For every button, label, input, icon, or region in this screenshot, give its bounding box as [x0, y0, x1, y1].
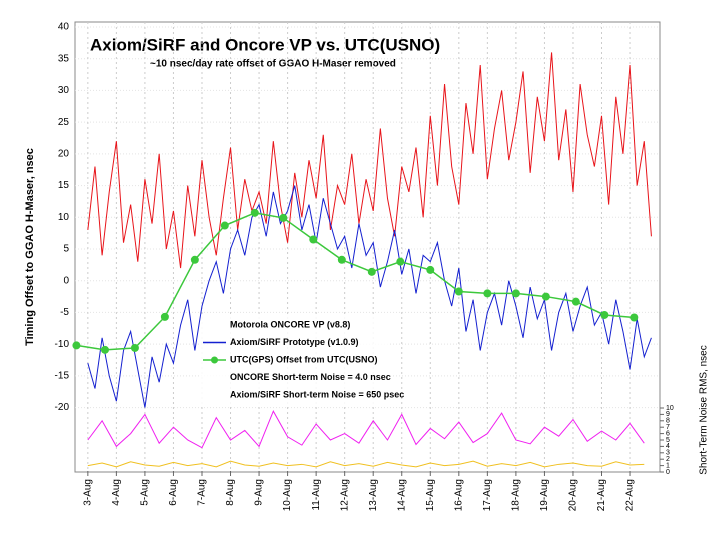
point — [309, 235, 318, 244]
series-line — [87, 410, 645, 449]
y-tick-label: 30 — [58, 85, 70, 96]
y2-tick-label: 6 — [666, 430, 670, 437]
series-line — [87, 52, 652, 269]
point — [541, 292, 550, 301]
y2-tick-label: 10 — [666, 405, 674, 412]
legend-label: ONCORE Short-term Noise = 4.0 nsec — [230, 372, 391, 382]
y-tick-label: -10 — [55, 339, 70, 350]
y-tick-label: 20 — [58, 148, 70, 159]
y-tick-label: 10 — [58, 212, 70, 223]
chart-title: Axiom/SiRF and Oncore VP vs. UTC(USNO) — [90, 35, 440, 54]
y2-axis-label: Short-Term Noise RMS, nsec — [699, 345, 710, 474]
point — [630, 313, 639, 322]
x-tick-label: 11-Aug — [311, 479, 322, 511]
y-tick-label: 40 — [58, 22, 70, 33]
series-line — [76, 212, 635, 351]
x-tick-label: 5-Aug — [140, 479, 151, 506]
y2-tick-label: 0 — [666, 469, 670, 476]
legend-marker — [211, 356, 218, 364]
point — [337, 255, 346, 264]
legend-label: Motorola ONCORE VP (v8.8) — [230, 319, 350, 329]
y2-tick-label: 7 — [666, 424, 670, 431]
point — [367, 267, 376, 276]
x-tick-label: 12-Aug — [339, 479, 350, 511]
point — [130, 343, 139, 352]
x-tick-label: 9-Aug — [254, 479, 265, 506]
point — [220, 221, 229, 230]
y-tick-label: 0 — [63, 275, 69, 286]
x-tick-label: 4-Aug — [111, 479, 122, 506]
legend-box — [200, 316, 390, 404]
x-tick-label: 16-Aug — [453, 479, 464, 511]
x-tick-label: 6-Aug — [168, 479, 179, 506]
x-tick-label: 15-Aug — [425, 479, 436, 511]
point — [511, 289, 520, 298]
x-tick-label: 3-Aug — [82, 479, 93, 506]
legend-label: Axiom/SiRF Prototype (v1.0.9) — [230, 337, 359, 347]
y2-tick-label: 9 — [666, 411, 670, 418]
x-tick-label: 17-Aug — [482, 479, 493, 511]
y2-tick-label: 4 — [666, 443, 670, 450]
x-tick-label: 18-Aug — [511, 479, 522, 511]
x-tick-label: 10-Aug — [282, 479, 293, 511]
x-tick-label: 7-Aug — [197, 479, 208, 506]
point — [426, 265, 435, 274]
legend-label: UTC(GPS) Offset from UTC(USNO) — [230, 354, 378, 364]
point — [72, 341, 81, 350]
x-tick-label: 22-Aug — [625, 479, 636, 511]
x-tick-label: 13-Aug — [368, 479, 379, 511]
point — [396, 257, 405, 266]
y-tick-label: -5 — [60, 307, 69, 318]
point — [100, 345, 109, 354]
chart-subtitle: ~10 nsec/day rate offset of GGAO H-Maser… — [150, 59, 396, 70]
y-tick-label: -20 — [55, 402, 70, 413]
y2-tick-label: 1 — [666, 462, 670, 469]
y-axis-label: Timing Offset to GGAO H-Maser, nsec — [24, 148, 36, 346]
y2-tick-label: 3 — [666, 450, 670, 457]
y-tick-label: 5 — [63, 244, 69, 255]
legend-label: Axiom/SiRF Short-term Noise = 650 psec — [230, 389, 404, 399]
point — [190, 255, 199, 264]
x-tick-label: 20-Aug — [568, 479, 579, 511]
series-line — [87, 460, 645, 468]
y-tick-label: 35 — [58, 53, 70, 64]
y-tick-label: -15 — [55, 370, 70, 381]
point — [250, 208, 259, 217]
y2-tick-label: 8 — [666, 418, 670, 425]
point — [483, 289, 492, 298]
y2-tick-label: 2 — [666, 456, 670, 463]
x-tick-label: 19-Aug — [539, 479, 550, 511]
point — [279, 213, 288, 222]
x-tick-label: 14-Aug — [396, 479, 407, 511]
point — [160, 312, 169, 321]
point — [571, 297, 580, 306]
point — [454, 287, 463, 296]
point — [600, 310, 609, 319]
y2-tick-label: 5 — [666, 437, 670, 444]
x-tick-label: 21-Aug — [596, 479, 607, 511]
y-tick-label: 25 — [58, 117, 70, 128]
plot-frame — [74, 21, 661, 473]
y-tick-label: 15 — [58, 180, 70, 191]
x-tick-label: 8-Aug — [225, 479, 236, 506]
series-line — [87, 185, 652, 408]
